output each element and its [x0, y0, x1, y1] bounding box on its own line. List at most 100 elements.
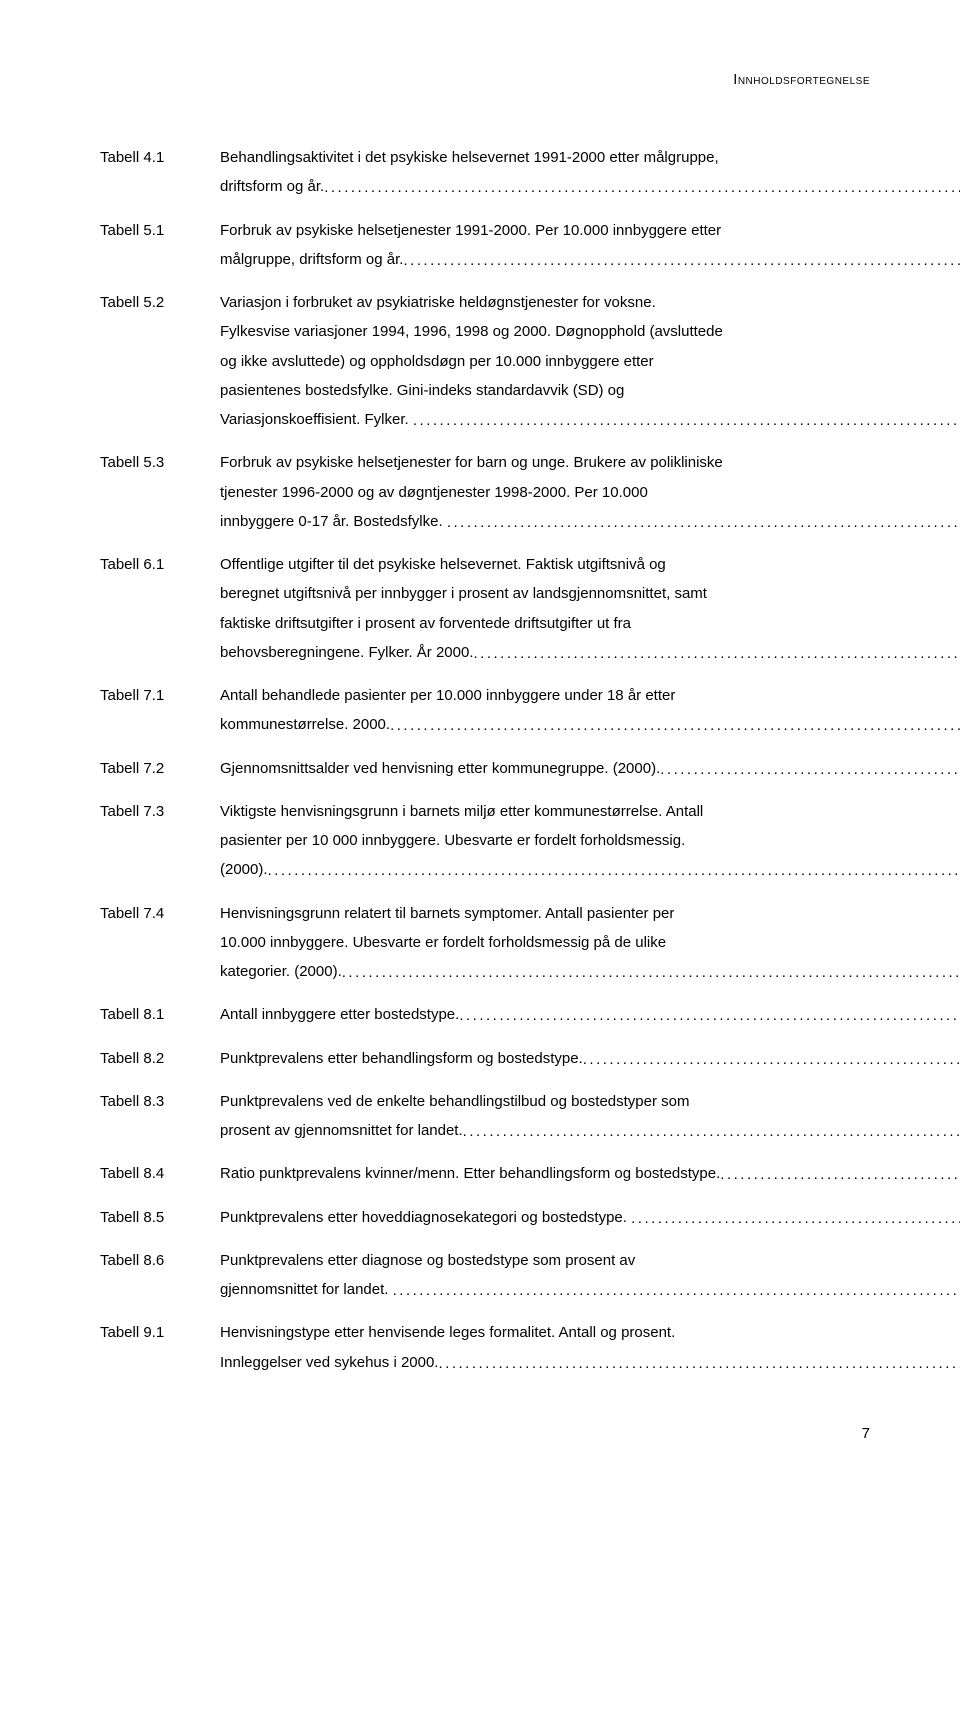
toc-entry: Tabell 7.2Gjennomsnittsalder ved henvisn… — [100, 754, 870, 783]
toc-entry-textline: Punktprevalens ved de enkelte behandling… — [220, 1087, 960, 1116]
toc-entry-lasttext: målgruppe, driftsform og år. — [220, 245, 403, 274]
toc-entry-lastline: Gjennomsnittsalder ved henvisning etter … — [220, 754, 960, 783]
toc-entry: Tabell 6.1Offentlige utgifter til det ps… — [100, 550, 870, 667]
toc-entry: Tabell 7.3Viktigste henvisningsgrunn i b… — [100, 797, 870, 885]
toc-dot-leader: ........................................… — [342, 958, 960, 987]
toc-entry-body: Variasjon i forbruket av psykiatriske he… — [220, 288, 960, 434]
toc-entry-lastline: Punktprevalens etter behandlingsform og … — [220, 1044, 960, 1073]
toc-entry-label: Tabell 9.1 — [100, 1318, 220, 1347]
toc-entry-lasttext: Innleggelser ved sykehus i 2000. — [220, 1348, 438, 1377]
toc-entry-lastline: målgruppe, driftsform og år.............… — [220, 245, 960, 274]
toc-entry-lasttext: kategorier. (2000). — [220, 957, 342, 986]
toc-entry: Tabell 5.2Variasjon i forbruket av psyki… — [100, 288, 870, 434]
toc-entry: Tabell 8.4Ratio punktprevalens kvinner/m… — [100, 1159, 870, 1188]
toc-entry-textline: pasienter per 10 000 innbyggere. Ubesvar… — [220, 826, 960, 855]
toc-entry: Tabell 5.1Forbruk av psykiske helsetjene… — [100, 216, 870, 275]
toc-entry: Tabell 9.1Henvisningstype etter henvisen… — [100, 1318, 870, 1377]
toc-entry-lastline: behovsberegningene. Fylker. År 2000.....… — [220, 638, 960, 667]
toc-entry: Tabell 7.1Antall behandlede pasienter pe… — [100, 681, 870, 740]
toc-dot-leader: ........................................… — [660, 755, 960, 784]
toc-entry-label: Tabell 8.3 — [100, 1087, 220, 1116]
toc-entry-body: Henvisningsgrunn relatert til barnets sy… — [220, 899, 960, 987]
toc-dot-leader: ........................................… — [463, 1117, 960, 1146]
toc-dot-leader: ........................................… — [413, 406, 960, 435]
toc-entry-body: Punktprevalens ved de enkelte behandling… — [220, 1087, 960, 1146]
toc-dot-leader: ........................................… — [390, 711, 960, 740]
toc-entry-body: Henvisningstype etter henvisende leges f… — [220, 1318, 960, 1377]
toc-dot-leader: ........................................… — [447, 508, 960, 537]
toc-entry-label: Tabell 7.1 — [100, 681, 220, 710]
toc-dot-leader: ........................................… — [438, 1349, 960, 1378]
toc-entry-lasttext: Punktprevalens etter behandlingsform og … — [220, 1044, 583, 1073]
toc-dot-leader: ........................................… — [403, 246, 960, 275]
toc-entry-label: Tabell 8.1 — [100, 1000, 220, 1029]
toc-entry-textline: Variasjon i forbruket av psykiatriske he… — [220, 288, 960, 317]
toc-entry-lasttext: Gjennomsnittsalder ved henvisning etter … — [220, 754, 660, 783]
toc-entry-lasttext: driftsform og år. — [220, 172, 324, 201]
toc-entry-body: Forbruk av psykiske helsetjenester for b… — [220, 448, 960, 536]
toc-entry-lasttext: behovsberegningene. Fylker. År 2000. — [220, 638, 474, 667]
toc-entry-body: Behandlingsaktivitet i det psykiske hels… — [220, 143, 960, 202]
toc-entry-lasttext: kommunestørrelse. 2000. — [220, 710, 390, 739]
toc-dot-leader: ........................................… — [583, 1045, 960, 1074]
page-number: 7 — [100, 1425, 870, 1442]
toc-entry-textline: Henvisningsgrunn relatert til barnets sy… — [220, 899, 960, 928]
toc-entry-lastline: driftsform og år........................… — [220, 172, 960, 201]
toc-entry-textline: Forbruk av psykiske helsetjenester 1991-… — [220, 216, 960, 245]
toc-entry: Tabell 7.4Henvisningsgrunn relatert til … — [100, 899, 870, 987]
toc-entry-lasttext: Antall innbyggere etter bostedstype. — [220, 1000, 459, 1029]
toc-entry: Tabell 8.1Antall innbyggere etter bosted… — [100, 1000, 870, 1029]
toc-dot-leader: ........................................… — [631, 1204, 960, 1233]
toc-entry-label: Tabell 7.2 — [100, 754, 220, 783]
table-of-contents: Tabell 4.1Behandlingsaktivitet i det psy… — [100, 143, 870, 1377]
toc-entry-textline: Offentlige utgifter til det psykiske hel… — [220, 550, 960, 579]
toc-entry: Tabell 8.5Punktprevalens etter hoveddiag… — [100, 1203, 870, 1232]
toc-entry-label: Tabell 5.1 — [100, 216, 220, 245]
toc-entry-body: Ratio punktprevalens kvinner/menn. Etter… — [220, 1159, 960, 1188]
toc-entry-lasttext: prosent av gjennomsnittet for landet. — [220, 1116, 463, 1145]
toc-entry-label: Tabell 8.2 — [100, 1044, 220, 1073]
running-header: Innholdsfortegnelse — [100, 72, 870, 88]
toc-entry-textline: og ikke avsluttede) og oppholdsdøgn per … — [220, 347, 960, 376]
toc-entry-label: Tabell 8.6 — [100, 1246, 220, 1275]
toc-entry-body: Punktprevalens etter diagnose og bosteds… — [220, 1246, 960, 1305]
toc-dot-leader: ........................................… — [324, 173, 960, 202]
toc-entry-label: Tabell 5.3 — [100, 448, 220, 477]
toc-entry-lasttext: innbyggere 0-17 år. Bostedsfylke. — [220, 507, 447, 536]
toc-entry-lastline: prosent av gjennomsnittet for landet....… — [220, 1116, 960, 1145]
toc-entry-label: Tabell 6.1 — [100, 550, 220, 579]
toc-entry: Tabell 8.3Punktprevalens ved de enkelte … — [100, 1087, 870, 1146]
toc-entry-lastline: gjennomsnittet for landet. .............… — [220, 1275, 960, 1304]
toc-entry-body: Antall behandlede pasienter per 10.000 i… — [220, 681, 960, 740]
toc-entry-label: Tabell 8.5 — [100, 1203, 220, 1232]
toc-entry-textline: Behandlingsaktivitet i det psykiske hels… — [220, 143, 960, 172]
toc-entry-lastline: kommunestørrelse. 2000..................… — [220, 710, 960, 739]
toc-entry-body: Offentlige utgifter til det psykiske hel… — [220, 550, 960, 667]
toc-dot-leader: ........................................… — [393, 1276, 960, 1305]
toc-entry-textline: tjenester 1996-2000 og av døgntjenester … — [220, 478, 960, 507]
toc-entry-textline: faktiske driftsutgifter i prosent av for… — [220, 609, 960, 638]
toc-entry-body: Antall innbyggere etter bostedstype.....… — [220, 1000, 960, 1029]
toc-dot-leader: ........................................… — [459, 1001, 960, 1030]
toc-entry-label: Tabell 7.4 — [100, 899, 220, 928]
toc-entry: Tabell 8.6Punktprevalens etter diagnose … — [100, 1246, 870, 1305]
toc-entry-label: Tabell 7.3 — [100, 797, 220, 826]
toc-entry-lasttext: gjennomsnittet for landet. — [220, 1275, 393, 1304]
toc-entry-lastline: Variasjonskoeffisient. Fylker. .........… — [220, 405, 960, 434]
toc-dot-leader: ........................................… — [474, 639, 960, 668]
toc-entry-lastline: Innleggelser ved sykehus i 2000.........… — [220, 1348, 960, 1377]
toc-entry-textline: 10.000 innbyggere. Ubesvarte er fordelt … — [220, 928, 960, 957]
toc-entry-body: Punktprevalens etter hoveddiagnosekatego… — [220, 1203, 960, 1232]
toc-entry: Tabell 4.1Behandlingsaktivitet i det psy… — [100, 143, 870, 202]
toc-entry-lastline: Ratio punktprevalens kvinner/menn. Etter… — [220, 1159, 960, 1188]
toc-entry: Tabell 8.2Punktprevalens etter behandlin… — [100, 1044, 870, 1073]
toc-entry-body: Forbruk av psykiske helsetjenester 1991-… — [220, 216, 960, 275]
toc-entry: Tabell 5.3Forbruk av psykiske helsetjene… — [100, 448, 870, 536]
toc-entry-label: Tabell 4.1 — [100, 143, 220, 172]
toc-entry-lastline: Antall innbyggere etter bostedstype.....… — [220, 1000, 960, 1029]
toc-entry-textline: Antall behandlede pasienter per 10.000 i… — [220, 681, 960, 710]
toc-entry-lasttext: (2000). — [220, 855, 268, 884]
toc-dot-leader: ........................................… — [720, 1160, 960, 1189]
toc-entry-lasttext: Ratio punktprevalens kvinner/menn. Etter… — [220, 1159, 720, 1188]
toc-entry-textline: Viktigste henvisningsgrunn i barnets mil… — [220, 797, 960, 826]
